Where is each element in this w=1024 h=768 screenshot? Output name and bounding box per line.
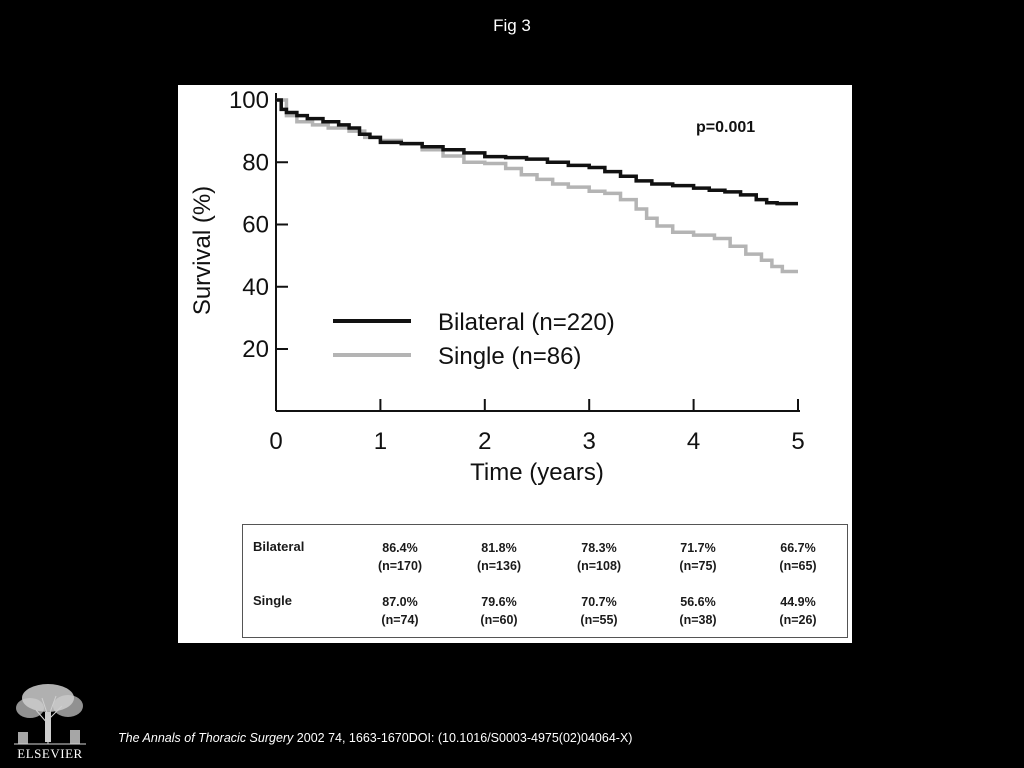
table-cell-percent: 44.9%: [780, 595, 816, 609]
y-tick-label: 80: [242, 149, 269, 176]
legend-label-bilateral: Bilateral (n=220): [438, 309, 615, 336]
table-cell-count: (n=60): [480, 613, 518, 627]
table-row-label: Single: [253, 593, 293, 608]
figure-panel: 100 80 60 40 20 0 1 2 3 4 5 Time (years) Survival (%…: [178, 85, 852, 643]
table-cell: 70.7% (n=55): [559, 593, 639, 629]
table-cell-percent: 86.4%: [382, 541, 418, 555]
table-cell-percent: 81.8%: [481, 541, 517, 555]
table-cell: 87.0% (n=74): [360, 593, 440, 629]
table-cell: 79.6% (n=60): [459, 593, 539, 629]
table-cell-percent: 78.3%: [581, 541, 617, 555]
table-cell-count: (n=55): [580, 613, 618, 627]
table-cell-count: (n=108): [576, 559, 622, 573]
table-cell-count: (n=136): [476, 559, 522, 573]
x-tick-label: 4: [687, 428, 700, 455]
table-cell-count: (n=38): [679, 613, 717, 627]
table-cell: 81.8% (n=136): [459, 539, 539, 575]
tree-icon: [8, 680, 92, 746]
survival-chart: 100 80 60 40 20 0 1 2 3 4 5 Time (years) Survival (%…: [189, 87, 805, 486]
x-axis-label: Time (years): [470, 459, 604, 486]
citation: The Annals of Thoracic Surgery 2002 74, …: [118, 731, 632, 745]
table-cell-percent: 70.7%: [581, 595, 617, 609]
series-line-single: [276, 98, 798, 274]
series-line-bilateral: [276, 98, 798, 206]
x-tick-label: 3: [583, 428, 596, 455]
table-cell-count: (n=75): [679, 559, 717, 573]
table-cell-count: (n=26): [779, 613, 817, 627]
y-tick-label: 100: [229, 87, 269, 114]
table-cell-percent: 71.7%: [680, 541, 716, 555]
table-cell-count: (n=170): [377, 559, 423, 573]
table-cell: 78.3% (n=108): [559, 539, 639, 575]
y-axis-label: Survival (%): [189, 186, 216, 315]
figure-title: Fig 3: [493, 16, 531, 35]
y-tick-label: 20: [242, 336, 269, 363]
y-tick-label: 40: [242, 274, 269, 301]
table-cell-percent: 56.6%: [680, 595, 716, 609]
table-cell: 86.4% (n=170): [360, 539, 440, 575]
p-value-annotation: p=0.001: [696, 119, 755, 136]
journal-name: The Annals of Thoracic Surgery: [118, 731, 294, 745]
table-cell: 66.7% (n=65): [758, 539, 838, 575]
table-row-label: Bilateral: [253, 539, 305, 554]
survival-table: Bilateral 86.4% (n=170) 81.8% (n=136) 78…: [242, 524, 848, 638]
table-cell-count: (n=74): [381, 613, 419, 627]
x-tick-label: 1: [374, 428, 387, 455]
x-tick-label: 0: [269, 428, 282, 455]
table-cell: 56.6% (n=38): [658, 593, 738, 629]
logo-wordmark: ELSEVIER: [17, 746, 83, 761]
table-cell-percent: 87.0%: [382, 595, 418, 609]
table-cell: 44.9% (n=26): [758, 593, 838, 629]
table-cell-percent: 66.7%: [780, 541, 816, 555]
table-cell: 71.7% (n=75): [658, 539, 738, 575]
table-cell-count: (n=65): [779, 559, 817, 573]
y-tick-label: 60: [242, 212, 269, 239]
elsevier-logo: ELSEVIER: [8, 680, 92, 762]
x-tick-label: 5: [791, 428, 804, 455]
table-cell-percent: 79.6%: [481, 595, 517, 609]
x-tick-label: 2: [478, 428, 491, 455]
citation-details: 2002 74, 1663-1670DOI: (10.1016/S0003-49…: [293, 731, 633, 745]
legend-label-single: Single (n=86): [438, 343, 581, 370]
